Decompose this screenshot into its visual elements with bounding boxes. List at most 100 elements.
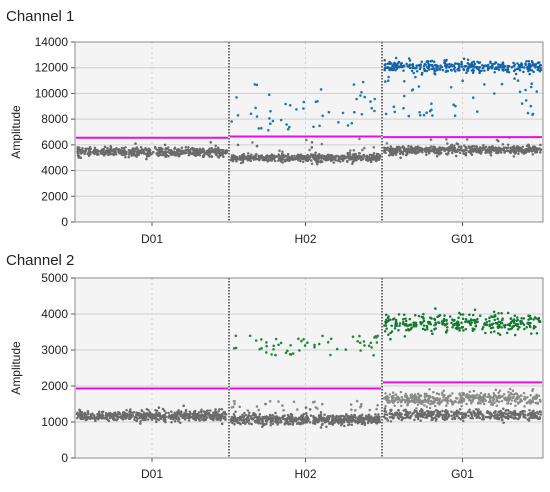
droplet-point [260,338,263,341]
droplet-point [484,399,488,403]
droplet-point [230,406,234,409]
droplet-point [247,422,251,425]
droplet-point [317,153,320,157]
droplet-point [538,320,542,324]
droplet-point [526,111,530,115]
droplet-point [252,416,256,420]
droplet-point [170,153,174,156]
droplet-point [513,152,517,155]
droplet-point [516,401,520,404]
droplet-point [425,395,429,398]
droplet-point [326,415,330,418]
droplet-point [475,145,479,148]
droplet-point [527,69,530,73]
droplet-point [395,411,398,414]
droplet-point [432,391,435,394]
droplet-point [163,154,166,157]
droplet-point [446,153,449,156]
droplet-point [383,329,387,333]
droplet-point [501,68,505,72]
droplet-point [359,158,363,162]
droplet-point [524,99,528,102]
droplet-point [201,418,204,421]
droplet-point [359,94,362,97]
droplet-point [234,419,237,422]
droplet-point [497,146,500,149]
droplet-point [302,100,306,104]
droplet-point [522,152,525,155]
droplet-point [220,407,224,411]
droplet-point [418,146,422,150]
droplet-point [327,417,331,420]
droplet-point [130,154,133,157]
droplet-point [306,159,310,162]
droplet-point [499,321,503,325]
droplet-point [518,69,522,72]
droplet-point [388,318,391,322]
droplet-point [250,422,253,426]
droplet-point [388,415,392,419]
droplet-point [408,323,412,326]
droplet-point [523,397,527,401]
droplet-point [414,75,417,79]
droplet-point [125,150,128,154]
series-positive [383,307,542,341]
droplet-point [302,107,305,110]
droplet-point [412,321,415,324]
droplet-point [171,413,174,417]
droplet-point [304,412,308,415]
droplet-point [512,155,516,158]
droplet-point [372,420,376,423]
droplet-point [312,420,316,424]
droplet-point [134,150,137,153]
droplet-point [279,118,283,122]
droplet-point [246,152,250,155]
droplet-point [293,156,296,160]
droplet-point [394,324,397,328]
droplet-point [404,153,408,157]
droplet-point [531,153,534,156]
droplet-point [236,114,240,117]
droplet-point [224,418,227,421]
droplet-point [441,148,445,151]
plot-area [74,277,544,459]
droplet-point [460,411,464,415]
droplet-point [301,418,305,422]
droplet-point [320,142,324,146]
droplet-point [456,323,460,327]
droplet-point [472,147,476,151]
droplet-point [464,148,468,152]
droplet-point [216,147,220,150]
droplet-point [384,313,388,317]
droplet-point [248,334,252,338]
droplet-point [205,415,208,418]
droplet-point [310,162,314,165]
droplet-point [78,408,81,412]
droplet-point [487,147,491,151]
droplet-point [489,153,493,157]
droplet-point [316,100,319,103]
droplet-point [512,319,516,323]
droplet-point [472,60,475,64]
droplet-point [501,62,504,66]
droplet-point [188,149,191,153]
droplet-point [408,411,412,414]
droplet-point [497,312,500,315]
droplet-point [343,418,347,422]
droplet-point [168,414,171,417]
droplet-point [345,413,348,416]
droplet-point [450,410,453,413]
droplet-point [234,346,238,350]
droplet-point [180,410,183,413]
droplet-point [269,122,272,125]
droplet-point [474,407,478,411]
droplet-point [418,409,422,413]
droplet-point [101,413,104,416]
droplet-point [507,146,510,149]
droplet-point [488,319,491,323]
droplet-point [444,411,448,415]
droplet-point [353,110,356,114]
droplet-point [418,400,422,404]
droplet-point [382,415,386,419]
droplet-point [260,127,263,130]
